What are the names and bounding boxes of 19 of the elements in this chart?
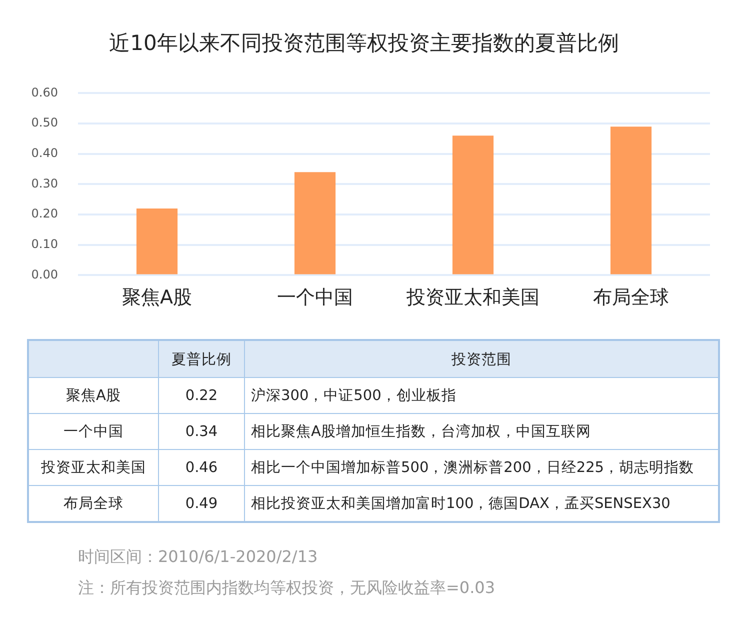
x-tick-label: 一个中国 xyxy=(277,286,353,309)
text: 注：所有投资范围内指数均等权投资，无风险收益率=0.03 xyxy=(78,577,496,599)
y-tick-label: 0.00 xyxy=(31,267,58,282)
y-tick-label: 0.60 xyxy=(31,85,58,100)
table: 夏普比例 投资范围 聚焦A股 0.22 沪深300，中证500，创业板指 一个中国 0.34 相比聚焦A股增加恒生指数，台湾加权，中国互联网 投资亚太和美国 0.46 相比一个中国增加标普500，澳洲标普200，日经225，胡志明指数 布局全球 0.49 相比投资亚太和美国增加富时100，德国DAX，孟买SENSEX30 xyxy=(27,339,720,523)
x-tick-label: 布局全球 xyxy=(593,286,669,309)
x-tick-label: 聚焦A股 xyxy=(122,286,192,309)
bar xyxy=(452,136,494,274)
y-tick-label: 0.10 xyxy=(31,236,58,251)
bar xyxy=(610,126,652,274)
chart-title: 近10年以来不同投资范围等权投资主要指数的夏普比例 xyxy=(109,31,619,56)
bar xyxy=(294,172,336,274)
y-tick-label: 0.30 xyxy=(31,176,58,190)
text: 时间区间：2010/6/1-2020/2/13 xyxy=(78,546,319,568)
y-tick-label: 0.50 xyxy=(31,116,58,130)
y-tick-label: 0.20 xyxy=(31,206,58,221)
x-tick-label: 投资亚太和美国 xyxy=(406,286,540,309)
bar xyxy=(136,208,178,274)
y-tick-label: 0.40 xyxy=(31,146,58,160)
